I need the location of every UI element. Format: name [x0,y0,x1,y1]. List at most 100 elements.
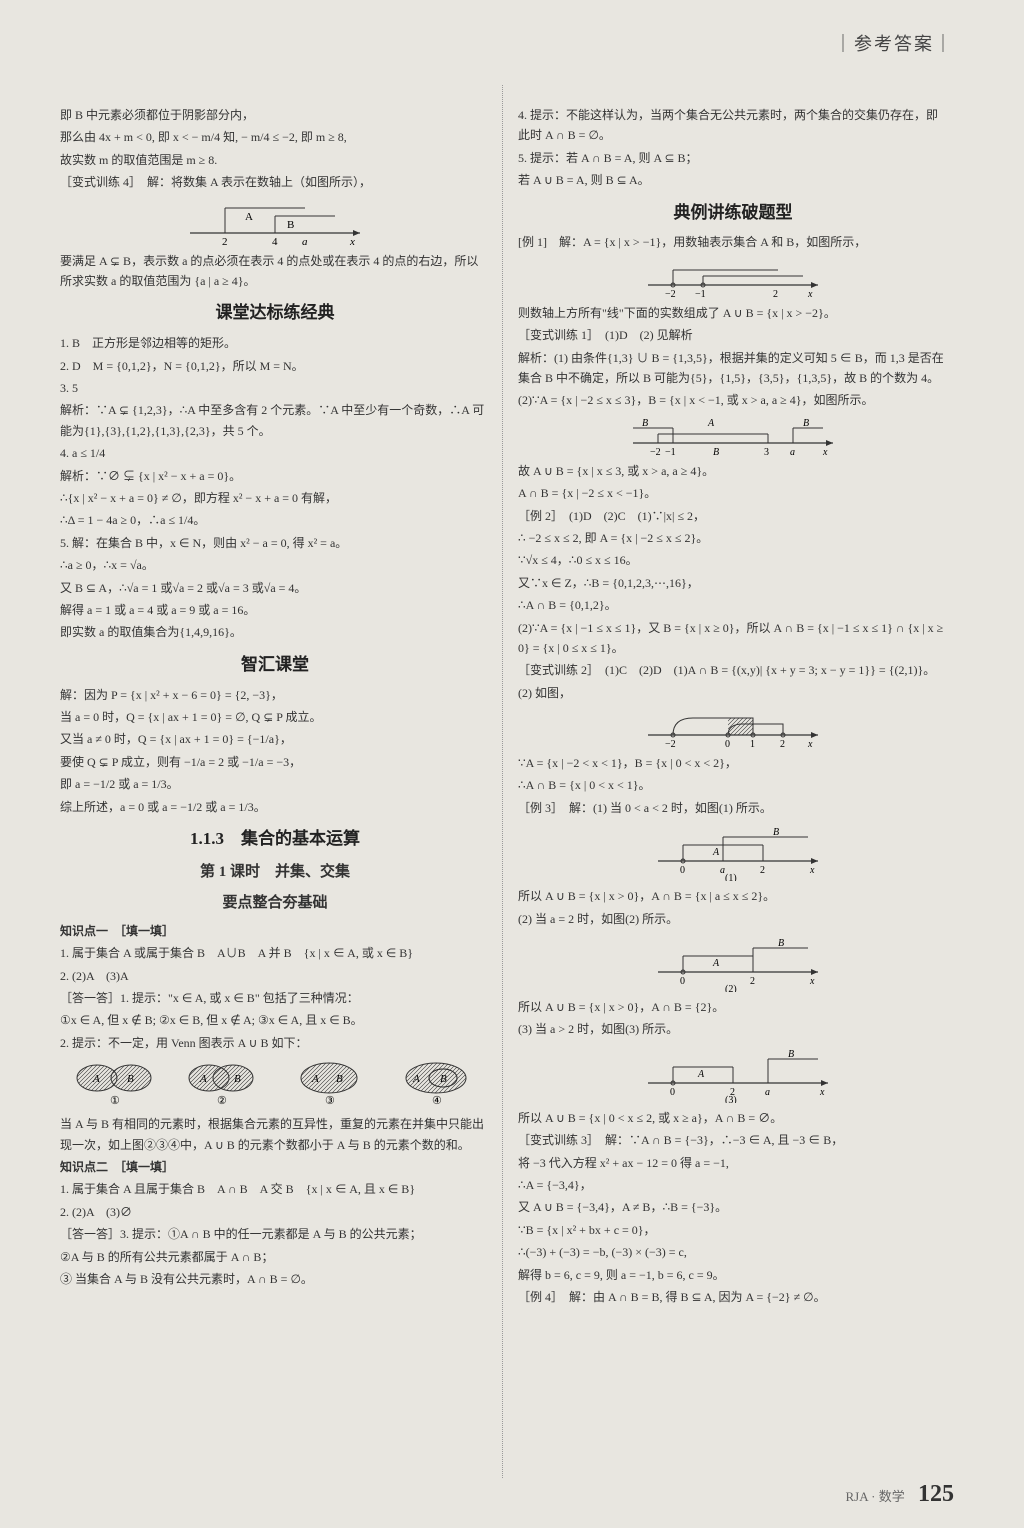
svg-text:0: 0 [725,739,730,748]
column-divider [502,85,503,1478]
text: 2. (2)A (3)A [60,966,490,986]
svg-text:2: 2 [222,236,228,246]
svg-text:A: A [697,1069,705,1080]
svg-text:A: A [199,1073,207,1085]
text: (3) 当 a > 2 时，如图(3) 所示。 [518,1019,948,1039]
svg-text:−2: −2 [650,447,661,456]
text: 解得 a = 1 或 a = 4 或 a = 9 或 a = 16。 [60,600,490,620]
svg-text:2: 2 [750,976,755,987]
svg-text:x: x [807,289,813,298]
text: ②A 与 B 的所有公共元素都属于 A ∩ B； [60,1247,490,1267]
text: 故 A ∪ B = {x | x ≤ 3, 或 x > a, a ≥ 4}。 [518,461,948,481]
text: ∵√x ≤ 4，∴0 ≤ x ≤ 16。 [518,550,948,570]
number-line-4: −2 0 1 2 x [633,708,833,748]
svg-text:②: ② [217,1095,227,1106]
svg-text:0: 0 [680,976,685,987]
svg-text:2: 2 [780,739,785,748]
svg-text:−1: −1 [665,447,676,456]
text: 5. 解：在集合 B 中，x ∈ N，则由 x² − a = 0, 得 x² =… [60,533,490,553]
text: 即 a = −1/2 或 a = 1/3。 [60,774,490,794]
svg-text:x: x [809,976,815,987]
svg-text:4: 4 [272,236,278,246]
text: 即实数 a 的取值集合为{1,4,9,16}。 [60,622,490,642]
svg-text:−2: −2 [665,739,676,748]
text: 1. 属于集合 A 或属于集合 B A∪B A 并 B {x | x ∈ A, … [60,943,490,963]
svg-text:④: ④ [432,1095,442,1106]
svg-text:B: B [773,827,779,838]
text: ∴a ≥ 0，∴x = √a。 [60,555,490,575]
text: A ∩ B = {x | −2 ≤ x < −1}。 [518,483,948,503]
text: 又当 a ≠ 0 时，Q = {x | ax + 1 = 0} = {−1/a}… [60,729,490,749]
svg-text:B: B [127,1073,134,1085]
svg-text:x: x [349,236,355,246]
text: 要使 Q ⊊ P 成立，则有 −1/a = 2 或 −1/a = −3， [60,752,490,772]
text: ∴ −2 ≤ x ≤ 2, 即 A = {x | −2 ≤ x ≤ 2}。 [518,528,948,548]
svg-text:B: B [788,1049,794,1060]
text: 所以 A ∪ B = {x | x > 0}，A ∩ B = {2}。 [518,997,948,1017]
header-label: ｜参考答案｜ [834,30,954,56]
number-line-1: A B 2 4 a x [175,198,375,246]
text: 那么由 4x + m < 0, 即 x < − m/4 知, − m/4 ≤ −… [60,127,490,147]
venn-3: A B ③ [284,1061,374,1106]
svg-text:③: ③ [325,1095,335,1106]
section-title-zhihui: 智汇课堂 [60,651,490,680]
text: 故实数 m 的取值范围是 m ≥ 8. [60,150,490,170]
svg-text:2: 2 [773,289,778,298]
svg-text:B: B [287,219,294,231]
text: 5. 提示：若 A ∩ B = A, 则 A ⊆ B； [518,148,948,168]
svg-text:x: x [822,447,828,456]
text: 解得 b = 6, c = 9, 则 a = −1, b = 6, c = 9。 [518,1265,948,1285]
text: 所以 A ∪ B = {x | 0 < x ≤ 2, 或 x ≥ a}，A ∩ … [518,1108,948,1128]
text: ［答一答］1. 提示："x ∈ A, 或 x ∈ B" 包括了三种情况： [60,988,490,1008]
svg-text:B: B [642,418,648,429]
svg-text:3: 3 [764,447,769,456]
text: ［变式训练 4］ 解：将数集 A 表示在数轴上（如图所示）， [60,172,490,192]
text: 解析：∵∅ ⊊ {x | x² − x + a = 0}。 [60,466,490,486]
svg-text:A: A [707,418,715,429]
svg-text:x: x [807,739,813,748]
text: (2) 如图， [518,683,948,703]
text: ∴{x | x² − x + a = 0} ≠ ∅，即方程 x² − x + a… [60,488,490,508]
text: (2)∵A = {x | −2 ≤ x ≤ 3}，B = {x | x < −1… [518,390,948,410]
svg-text:A: A [311,1073,319,1085]
text: 要满足 A ⊊ B，表示数 a 的点必须在表示 4 的点处或在表示 4 的点的右… [60,251,490,292]
text: (2) 当 a = 2 时，如图(2) 所示。 [518,909,948,929]
svg-text:x: x [809,865,815,876]
text: ∵B = {x | x² + bx + c = 0}， [518,1220,948,1240]
left-column: 即 B 中元素必须都位于阴影部分内， 那么由 4x + m < 0, 即 x <… [60,103,490,1309]
svg-text:(2): (2) [725,984,737,992]
svg-text:0: 0 [680,865,685,876]
venn-4: A B ④ [391,1061,481,1106]
figure-2: A B 0 2 x (2) [633,934,833,992]
text: 则数轴上方所有"线"下面的实数组成了 A ∪ B = {x | x > −2}。 [518,303,948,323]
text: 综上所述，a = 0 或 a = −1/2 或 a = 1/3。 [60,797,490,817]
knowledge-point-1: 知识点一 ［填一填］ [60,921,490,941]
svg-text:A: A [245,211,253,223]
text: (2)∵A = {x | −1 ≤ x ≤ 1}，又 B = {x | x ≥ … [518,618,948,659]
number-line-2: −2 −1 2 x [633,258,833,298]
svg-text:B: B [234,1073,241,1085]
footer-label: RJA · 数学 [846,1489,905,1504]
text: 解析：(1) 由条件{1,3} ∪ B = {1,3,5}，根据并集的定义可知 … [518,348,948,389]
svg-text:x: x [819,1087,825,1098]
svg-text:A: A [712,847,720,858]
svg-text:B: B [778,938,784,949]
svg-text:(3): (3) [725,1095,737,1103]
page-number: 125 [918,1481,954,1507]
knowledge-point-2: 知识点二 ［填一填］ [60,1157,490,1177]
text: 2. D M = {0,1,2}，N = {0,1,2}，所以 M = N。 [60,356,490,376]
svg-text:−2: −2 [665,289,676,298]
svg-text:B: B [713,447,719,456]
svg-text:a: a [765,1087,770,1098]
svg-text:B: B [336,1073,343,1085]
text: 若 A ∪ B = A, 则 B ⊆ A。 [518,170,948,190]
text: ∵A = {x | −2 < x < 1}，B = {x | 0 < x < 2… [518,753,948,773]
text: ∴A ∩ B = {x | 0 < x < 1}。 [518,775,948,795]
text: ①x ∈ A, 但 x ∉ B; ②x ∈ B, 但 x ∉ A; ③x ∈ A… [60,1010,490,1030]
text: 即 B 中元素必须都位于阴影部分内， [60,105,490,125]
text: ∴Δ = 1 − 4a ≥ 0，∴a ≤ 1/4。 [60,510,490,530]
section-title-classroom: 课堂达标练经典 [60,299,490,328]
venn-2: A B ② [176,1061,266,1106]
text: 当 a = 0 时，Q = {x | ax + 1 = 0} = ∅, Q ⊊ … [60,707,490,727]
text: 当 A 与 B 有相同的元素时，根据集合元素的互异性，重复的元素在并集中只能出现… [60,1114,490,1155]
